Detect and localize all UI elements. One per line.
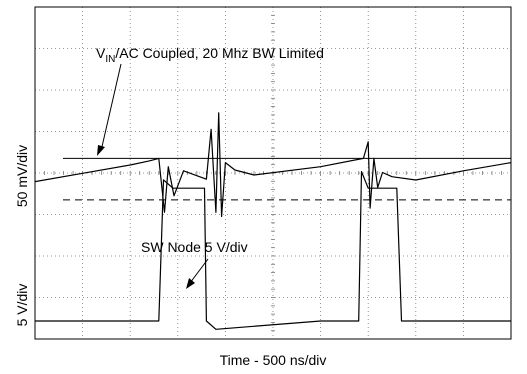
- reference-lines: [63, 157, 511, 201]
- sw-annotation-leader: [189, 258, 209, 284]
- vin-annotation-leader: [100, 63, 122, 152]
- sw-annotation-arrowhead: [186, 278, 195, 289]
- plot-frame: [34, 6, 512, 340]
- waveform-traces: [34, 112, 512, 330]
- x-axis-label: Time - 500 ns/div: [220, 352, 327, 368]
- sw-trace: [35, 171, 511, 330]
- vin-annotation-arrowhead: [97, 145, 105, 156]
- vin-trace: [34, 112, 512, 218]
- vin-prefix: V: [96, 45, 106, 61]
- vin-annotation: VIN/AC Coupled, 20 Mhz BW Limited: [96, 45, 324, 65]
- graticule: [35, 7, 511, 339]
- y-axis-label-upper: 50 mV/div: [14, 145, 30, 207]
- sw-annotation: SW Node 5 V/div: [141, 239, 248, 255]
- vin-suffix: /AC Coupled, 20 Mhz BW Limited: [115, 45, 324, 61]
- y-axis-label-lower: 5 V/div: [14, 284, 30, 327]
- vin-subscript: IN: [105, 54, 115, 65]
